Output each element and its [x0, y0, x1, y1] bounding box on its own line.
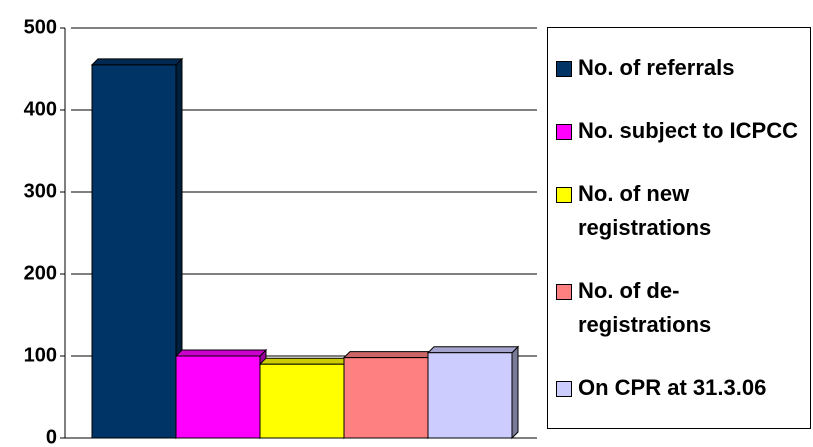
legend-label: No. of de-registrations: [578, 278, 712, 338]
legend-entry: No. of de-registrations: [556, 274, 810, 342]
y-tick-label: 200: [24, 262, 57, 284]
legend-label: On CPR at 31.3.06: [578, 375, 767, 401]
bar: [343, 357, 429, 439]
bar: [427, 352, 513, 439]
legend-entry: No. subject to ICPCC: [556, 114, 810, 148]
y-tick-label: 100: [24, 344, 57, 366]
legend-swatch: [556, 60, 572, 77]
legend-label: No. of referrals: [578, 54, 735, 80]
bar-top: [426, 346, 520, 354]
bar: [91, 64, 177, 439]
legend-swatch: [556, 381, 572, 398]
bar-top: [342, 351, 436, 359]
y-tick-label: 0: [46, 426, 57, 447]
bar-side: [511, 345, 519, 440]
y-tick-label: 300: [24, 180, 57, 202]
legend-entry: No. of referrals: [556, 51, 810, 85]
legend-swatch: [556, 284, 572, 301]
bar-top: [90, 58, 184, 66]
legend-label: No. subject to ICPCC: [578, 117, 799, 143]
bar-top: [258, 357, 352, 365]
legend: No. of referrals No. subject to ICPCC No. …: [547, 27, 811, 429]
legend-swatch: [556, 123, 572, 140]
bar: [259, 363, 345, 439]
legend-label: No. of new registrations: [578, 180, 712, 240]
legend-swatch: [556, 186, 572, 203]
y-tick-label: 400: [24, 98, 57, 120]
legend-entry: No. of new registrations: [556, 177, 810, 245]
legend-entry: On CPR at 31.3.06: [556, 371, 810, 405]
bar-top: [174, 349, 268, 357]
y-tick-label: 500: [24, 16, 57, 38]
bar: [175, 355, 261, 439]
